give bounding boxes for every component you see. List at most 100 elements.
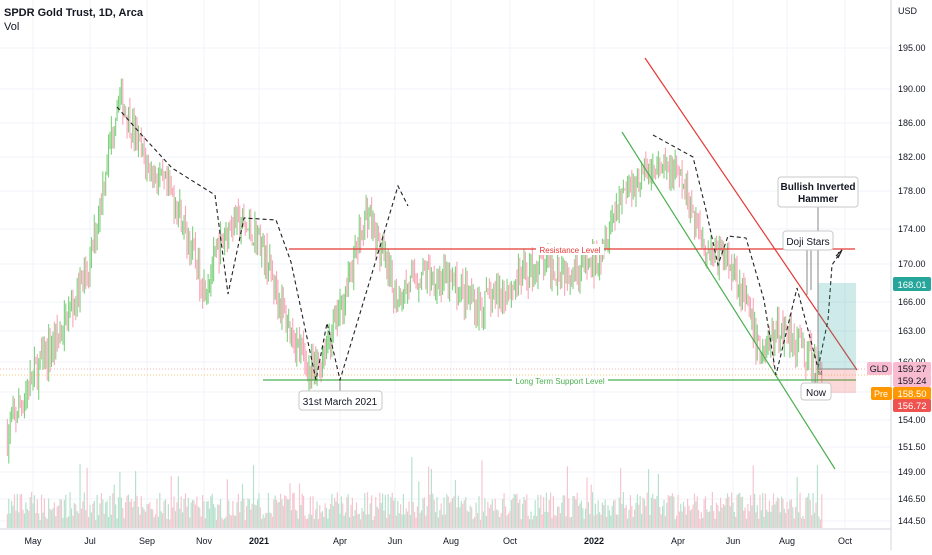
volume-bar [510,500,512,528]
volume-bar [237,493,239,528]
descending-resistance-trendline[interactable] [644,57,858,371]
volume-bar [425,515,427,528]
volume-bar [286,499,288,528]
volume-bar [72,515,74,528]
volume-bar [625,504,627,528]
volume-bar [308,514,310,528]
volume-bar [781,496,783,528]
volume-bar [105,502,107,528]
volume-bar [552,496,554,528]
hammer-callout[interactable]: Bullish Inverted Hammer [777,176,859,208]
volume-bar [398,513,400,528]
volume-bar [156,498,158,528]
volume-bar [342,503,344,528]
volume-bar [547,512,549,528]
volume-bar [586,477,588,528]
volume-bar [150,508,152,528]
volume-bar [144,511,147,528]
volume-bar [361,507,363,528]
volume-bar [248,499,250,528]
volume-bar [603,505,605,528]
volume-bar [493,510,495,528]
volume-bar [673,496,675,528]
volume-bar [42,512,44,528]
volume-bar [313,518,315,528]
volume-bar [585,508,587,528]
now-callout[interactable]: Now [800,382,832,401]
volume-bar [689,510,691,528]
volume-bar [102,499,104,528]
volume-bar [53,502,55,528]
volume-bar [358,513,360,528]
volume-bar [93,500,95,528]
volume-bar [278,501,280,528]
volume-bar [328,509,330,528]
volume-bar [116,518,118,528]
doji-callout[interactable]: Doji Stars [782,230,834,251]
volume-bar [129,502,131,528]
volume-bar [446,494,448,528]
volume-bar [182,512,184,528]
volume-bar [368,514,370,528]
volume-bar [244,519,246,528]
volume-bar [485,516,487,528]
volume-bar [754,493,756,528]
volume-bar [770,511,772,528]
march-callout[interactable]: 31st March 2021 [298,390,383,411]
volume-bar [230,515,233,528]
volume-bar [720,497,722,528]
volume-bar [300,505,302,528]
volume-bar [213,504,215,528]
volume-bar [468,511,470,528]
volume-bar [821,494,823,528]
volume-bar [669,496,671,528]
volume-bar [176,502,178,528]
volume-bar [107,517,110,528]
volume-bar [78,513,80,528]
volume-bar [16,493,18,528]
volume-bar [371,495,373,528]
volume-bar [282,505,284,528]
volume-bar [382,493,384,528]
volume-bar [373,516,375,528]
volume-bar [222,519,224,528]
volume-bar [290,510,292,528]
volume-bar [214,507,216,528]
volume-bar [343,515,345,528]
time-axis-labels[interactable]: May Jul Sep Nov 2021 Apr Jun Aug Oct 2022 Apr Jun Au… [24,536,852,546]
now-callout-text: Now [806,388,827,399]
volume-bar [548,499,550,528]
volume-bar [50,510,53,528]
volume-bar [555,515,557,528]
volume-bar [748,511,750,528]
volume-bar [805,498,807,528]
hammer-callout-line2: Hammer [798,194,838,205]
position-target-zone[interactable] [818,283,856,369]
volume-bar [30,492,33,528]
volume-bar [344,512,347,528]
descending-support-trendline[interactable] [621,131,836,470]
volume-bar [350,504,352,528]
volume-bar [795,506,797,528]
volume-bar [787,508,790,528]
volume-bar [142,507,144,528]
dashed-path-2020[interactable] [116,106,409,383]
time-tick-label: Oct [503,536,518,546]
chart-legend[interactable]: SPDR Gold Trust, 1D, Arca Vol [4,6,143,34]
volume-bar [9,513,11,528]
pre-label-text: Pre [874,389,888,399]
volume-bar [634,509,636,528]
volume-bar [239,512,241,528]
volume-bar [631,505,633,528]
volume-bar [618,497,620,528]
dashed-path-2022[interactable] [652,134,819,376]
time-tick-label: Aug [443,536,459,546]
volume-bar [32,503,34,528]
volume-bar [447,496,449,528]
volume-bar [35,513,37,528]
volume-bar [699,518,701,528]
volume-bar [583,518,585,528]
volume-bar [636,494,638,528]
volume-bar [527,515,529,528]
